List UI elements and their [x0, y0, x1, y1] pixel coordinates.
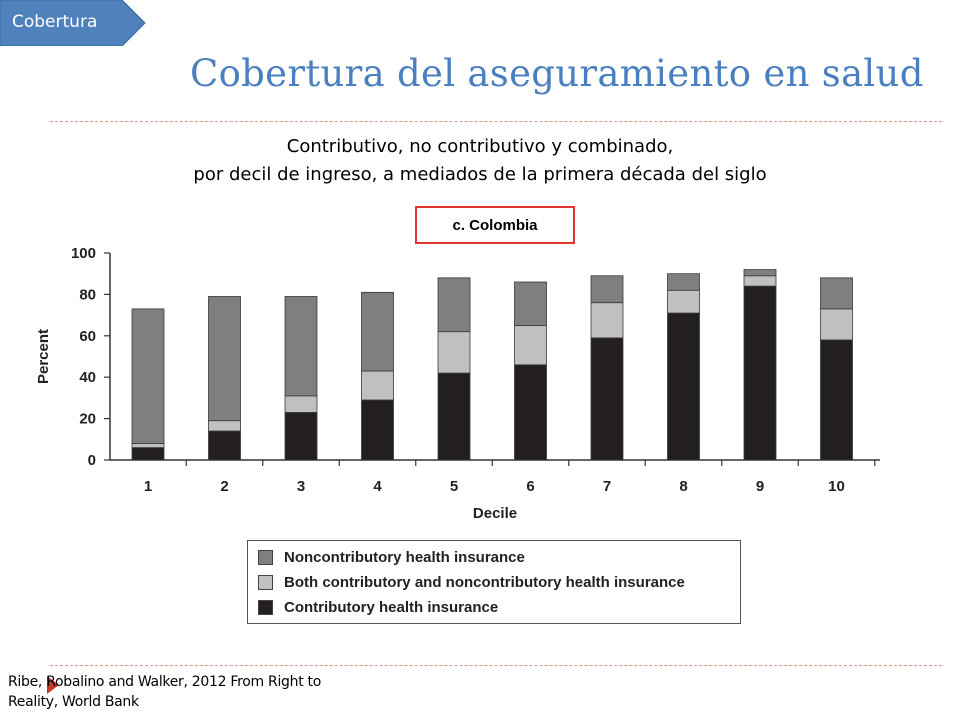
subtitle-line-1: Contributivo, no contributivo y combinad…: [286, 136, 674, 157]
chart-legend: Noncontributory health insurance Both co…: [247, 540, 741, 624]
legend-swatch-noncontributory: [258, 549, 273, 565]
chart-panel-box: c. Colombia: [415, 206, 575, 244]
bar-segment: [361, 370, 394, 401]
x-tick-label: 6: [526, 478, 534, 495]
bar-segment: [820, 339, 853, 461]
bar-segment: [590, 302, 624, 339]
x-axis-title: Decile: [473, 505, 517, 522]
bar-segment: [208, 296, 241, 422]
subtitle-line-2: por decil de ingreso, a mediados de la p…: [193, 164, 767, 185]
bottom-divider: [50, 665, 942, 666]
slide-title: Cobertura del aseguramiento en salud: [190, 52, 924, 95]
bar-segment: [667, 273, 700, 291]
bar-segment: [514, 364, 547, 461]
legend-swatch-contributory: [258, 599, 273, 615]
bar-segment: [437, 372, 471, 461]
legend-label-noncontributory: Noncontributory health insurance: [284, 548, 525, 566]
bar-segment: [743, 269, 777, 277]
bar-segment: [131, 308, 165, 444]
bar-segment: [131, 443, 165, 448]
legend-swatch-both: [258, 574, 273, 590]
bar-segment: [284, 411, 318, 461]
section-tag-label: Cobertura: [12, 12, 98, 32]
x-tick-label: 9: [756, 478, 764, 495]
bar-segment: [437, 331, 471, 374]
x-tick-label: 1: [144, 478, 152, 495]
legend-item-contributory: Contributory health insurance: [258, 597, 498, 617]
bar-segment: [743, 275, 777, 287]
section-tag: Cobertura: [0, 0, 148, 46]
bar-segment: [208, 430, 241, 461]
y-tick-label: 60: [79, 328, 96, 345]
bar-segment: [361, 291, 394, 372]
y-tick-label: 100: [71, 245, 96, 262]
bar-segment: [284, 395, 318, 413]
bar-segment: [208, 420, 241, 432]
bar-segment: [820, 277, 853, 310]
triangle-bullet-icon: [47, 676, 59, 694]
bar-segment: [284, 296, 318, 397]
stacked-bar-chart: 0 20 40 60 80 100 1 2 3 4 5 6 7 8 9 10 Decile Percent: [35, 245, 880, 522]
legend-item-noncontributory: Noncontributory health insurance: [258, 547, 525, 567]
chart-title: c. Colombia: [452, 217, 538, 234]
bar-segment: [437, 277, 471, 333]
y-axis-title: Percent: [35, 329, 52, 384]
bar-segment: [590, 275, 624, 304]
bar-segment: [820, 308, 853, 341]
bar-segment: [514, 281, 547, 326]
top-divider: [50, 121, 942, 122]
bar-segment: [667, 312, 700, 461]
bar-segment: [743, 285, 777, 461]
y-tick-label: 80: [79, 286, 96, 303]
bar-segment: [361, 399, 394, 461]
bar-segment: [667, 289, 700, 314]
x-tick-label: 7: [603, 478, 611, 495]
source-citation: Ribe, Robalino and Walker, 2012 From Rig…: [8, 674, 321, 710]
bar-segment: [590, 337, 624, 461]
bar-segment: [514, 325, 547, 366]
bar-segment: [131, 447, 165, 461]
y-tick-label: 0: [88, 452, 96, 469]
x-tick-label: 2: [220, 478, 228, 495]
legend-item-both: Both contributory and noncontributory he…: [258, 572, 685, 592]
x-tick-label: 5: [450, 478, 458, 495]
y-tick-label: 20: [79, 411, 96, 428]
x-tick-label: 3: [297, 478, 305, 495]
x-tick-label: 4: [373, 478, 382, 495]
legend-label-both: Both contributory and noncontributory he…: [284, 573, 685, 591]
y-tick-label: 40: [79, 369, 96, 386]
legend-label-contributory: Contributory health insurance: [284, 598, 499, 616]
x-tick-label: 10: [828, 478, 845, 495]
section-tag-shape: [0, 0, 146, 46]
x-tick-label: 8: [679, 478, 687, 495]
